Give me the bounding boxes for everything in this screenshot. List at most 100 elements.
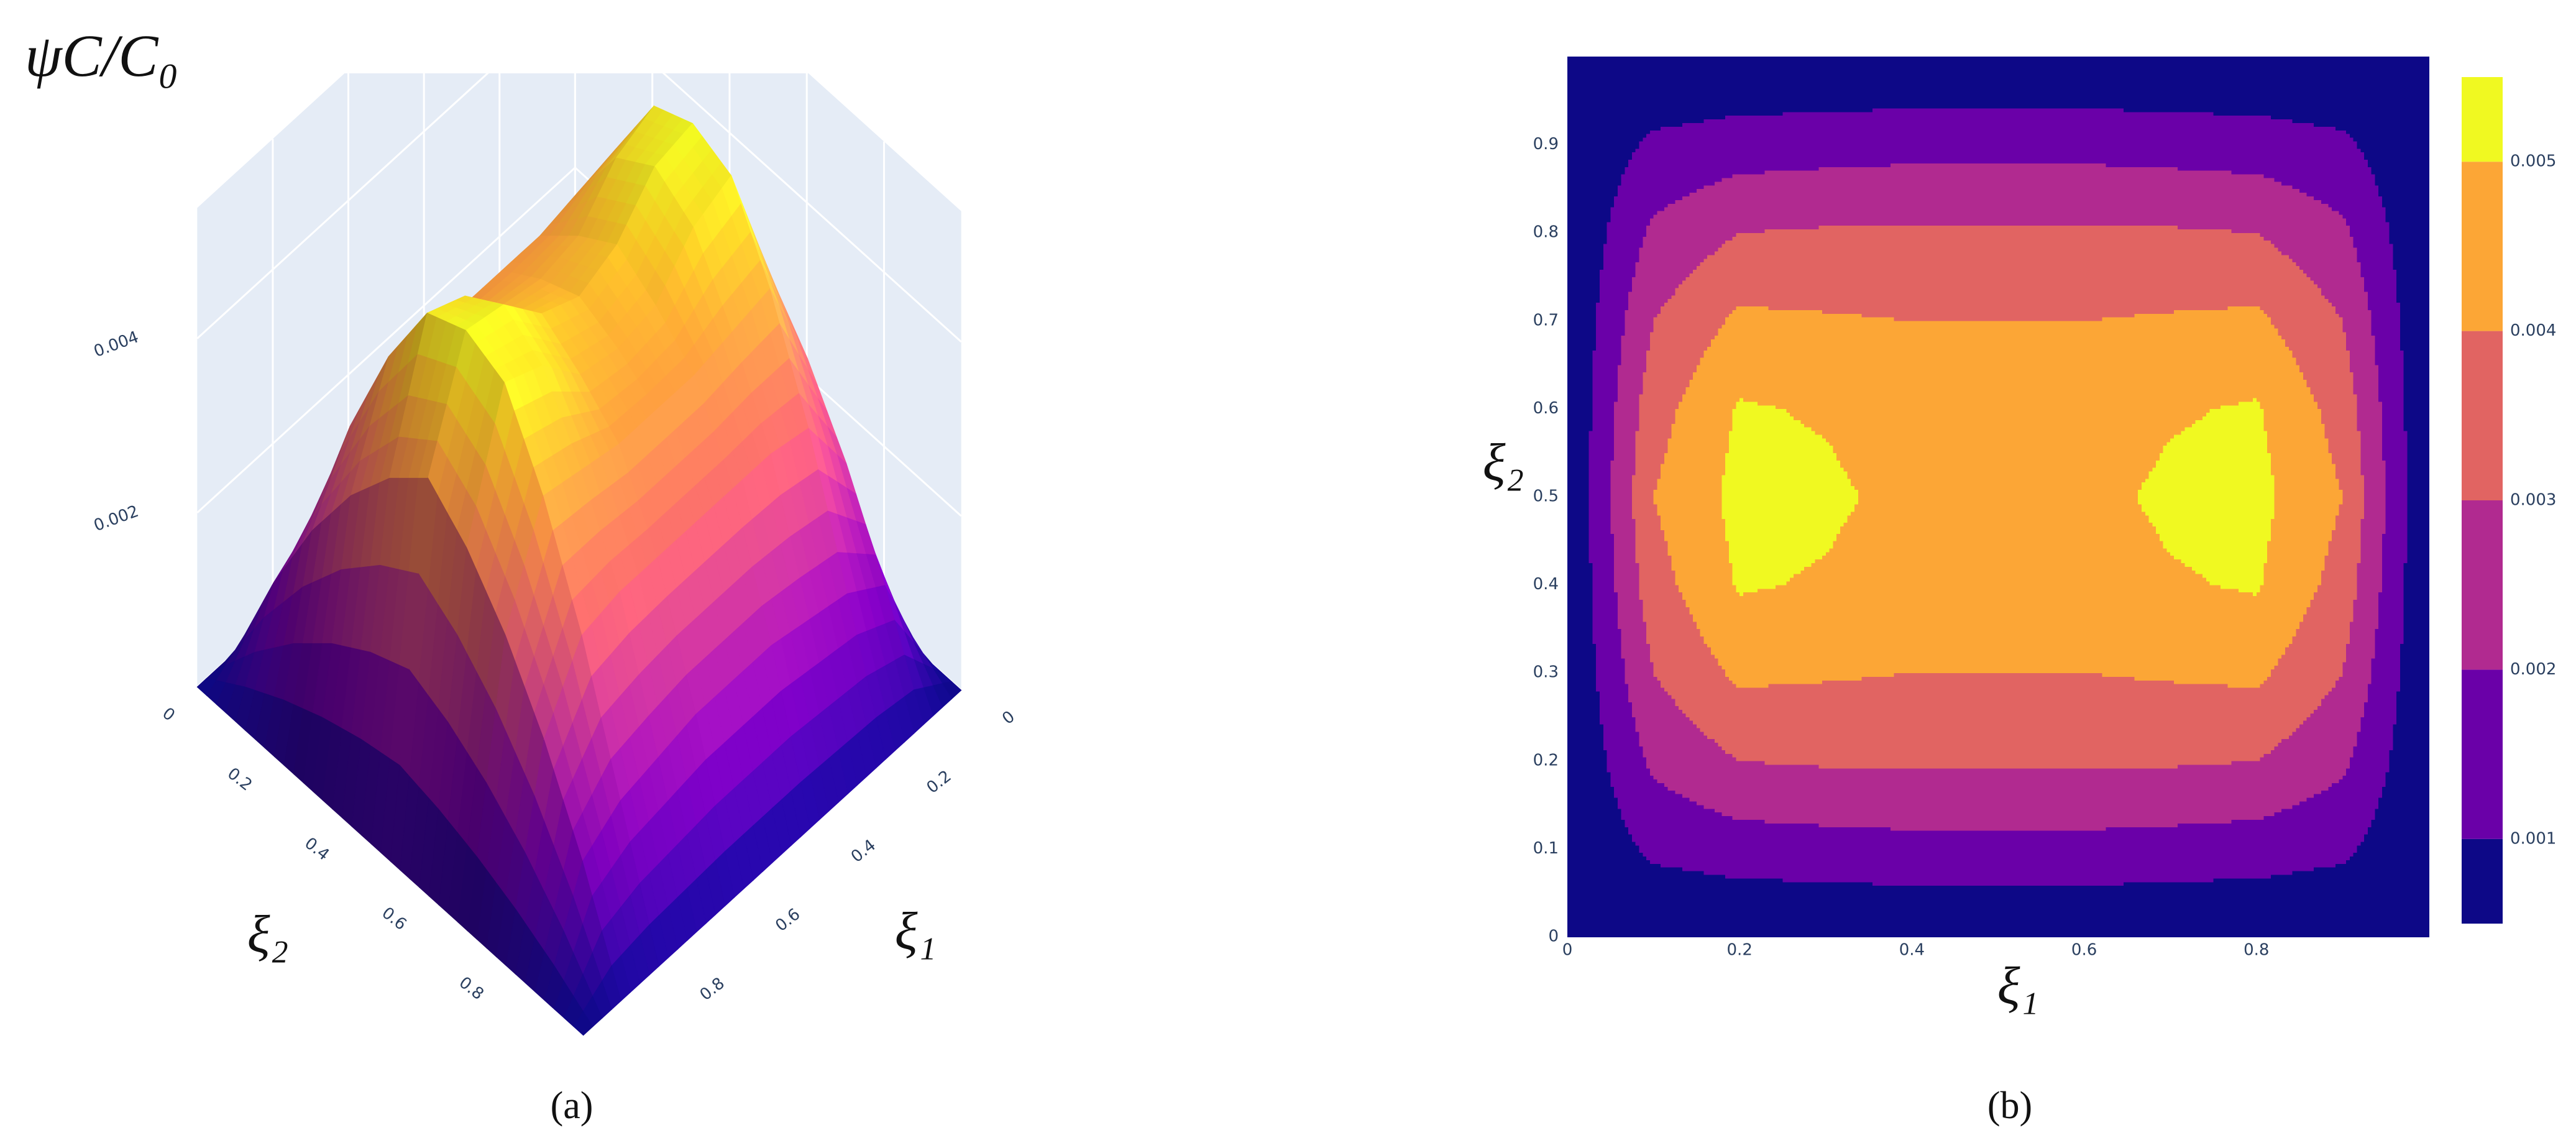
contour-cell — [1646, 636, 1654, 640]
contour-cell — [2403, 375, 2429, 380]
contour-cell — [1739, 393, 1827, 398]
contour-cell — [2256, 599, 2311, 604]
contour-cell — [2170, 482, 2257, 487]
contour-cell — [1653, 405, 1679, 410]
contour-cell — [1739, 709, 1827, 714]
contour-cell — [2166, 441, 2171, 446]
contour-cell — [1567, 669, 1597, 673]
contour-cell — [2310, 390, 2344, 395]
contour-cell — [2407, 456, 2429, 461]
contour-cell — [1998, 665, 2085, 670]
contour-cell — [1653, 544, 1669, 549]
contour-cell — [2170, 530, 2257, 534]
contour-cell — [1998, 599, 2085, 604]
contour-cell — [2209, 408, 2257, 413]
contour-cell — [1825, 742, 1913, 746]
contour-cell — [1739, 705, 1827, 710]
contour-cell — [1725, 533, 1740, 538]
contour-cell — [2084, 903, 2171, 908]
contour-cell — [2260, 584, 2318, 589]
contour-cell — [2342, 265, 2362, 270]
contour-cell — [1653, 493, 1723, 497]
contour-cell — [2299, 621, 2344, 626]
contour-cell — [1592, 573, 1615, 578]
contour-cell — [1912, 295, 1999, 300]
contour-cell — [2256, 449, 2268, 453]
contour-cell — [1998, 324, 2085, 329]
contour-cell — [2170, 676, 2257, 681]
contour-cell — [1764, 760, 1827, 765]
contour-cell — [1998, 613, 2085, 618]
contour-cell — [2148, 515, 2171, 520]
contour-cell — [2170, 720, 2257, 725]
contour-cell — [2256, 555, 2268, 560]
contour-cell — [1682, 866, 1740, 871]
contour-cell — [2346, 658, 2372, 663]
contour-cell — [1998, 929, 2085, 934]
contour-cell — [2400, 339, 2429, 343]
contour-cell — [1675, 420, 1733, 424]
contour-cell — [1653, 273, 1690, 277]
contour-cell — [1567, 610, 1593, 615]
contour-cell — [2084, 735, 2171, 740]
contour-cell — [1825, 584, 1913, 589]
contour-cell — [2342, 673, 2372, 677]
contour-cell — [1739, 507, 1827, 512]
contour-cell — [2256, 570, 2265, 574]
contour-cell — [1661, 467, 1726, 472]
contour-cell — [1912, 837, 1999, 842]
contour-cell — [2310, 713, 2344, 717]
contour-cell — [2084, 727, 2171, 732]
contour-cell — [1998, 243, 2085, 248]
contour-cell — [1912, 903, 1999, 908]
contour-cell — [2400, 654, 2429, 659]
contour-cell — [2375, 339, 2401, 343]
contour-cell — [1653, 896, 1740, 901]
contour-cell — [2353, 383, 2379, 387]
contour-cell — [1675, 291, 1740, 296]
contour-cell — [2256, 254, 2290, 259]
contour-cell — [1671, 430, 1730, 435]
contour-cell — [2263, 426, 2326, 431]
contour-cell — [1912, 918, 1999, 923]
contour-cell — [1825, 515, 1848, 520]
contour-cell — [2346, 643, 2376, 648]
contour-cell — [2256, 775, 2344, 780]
contour-cell — [2256, 511, 2275, 516]
contour-cell — [1653, 331, 1719, 336]
contour-cell — [1599, 709, 1633, 714]
contour-cell — [2378, 613, 2404, 618]
contour-cell — [1912, 863, 1999, 868]
contour-cell — [1829, 441, 1913, 446]
contour-cell — [2342, 401, 2358, 406]
contour-cell — [1736, 306, 1740, 310]
contour-cell — [2084, 316, 2103, 321]
contour-cell — [2389, 753, 2429, 758]
contour-cell — [2403, 595, 2429, 600]
contour-cell — [1825, 544, 1834, 549]
contour-cell — [2324, 423, 2344, 428]
contour-cell — [1739, 646, 1827, 651]
contour-cell — [1739, 280, 1827, 285]
contour-cell — [2381, 559, 2408, 563]
contour-cell — [2400, 676, 2429, 681]
contour-cell — [2256, 750, 2271, 754]
contour-cell — [2342, 617, 2354, 622]
contour-cell — [2403, 387, 2429, 391]
contour-cell — [2342, 698, 2368, 703]
contour-cell — [1739, 827, 1827, 831]
contour-cell — [2209, 581, 2257, 585]
contour-cell — [1617, 387, 1644, 391]
contour-cell — [2360, 548, 2383, 553]
contour-cell — [2267, 544, 2329, 549]
contour-cell — [2353, 610, 2379, 615]
contour-cell — [1739, 673, 1827, 677]
contour-cell — [1998, 783, 2085, 787]
contour-cell — [2256, 497, 2275, 501]
contour-cell — [1912, 694, 1999, 699]
contour-cell — [1811, 563, 1827, 567]
grid-line — [196, 73, 489, 339]
contour-cell — [1567, 570, 1593, 574]
contour-cell — [1825, 903, 1913, 908]
contour-cell — [2389, 768, 2429, 773]
